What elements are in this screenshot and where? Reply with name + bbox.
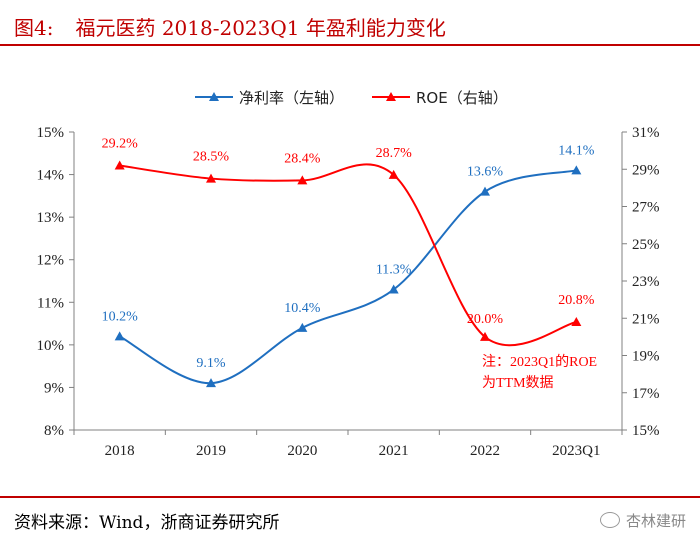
legend-net-margin-marker xyxy=(209,92,219,101)
roe-point xyxy=(114,160,125,170)
net-margin-point xyxy=(388,284,399,294)
x-axis-tick-label: 2019 xyxy=(196,443,226,459)
legend-roe-marker xyxy=(386,92,396,101)
right-axis-tick-label: 23% xyxy=(632,274,660,290)
right-axis-tick-label: 17% xyxy=(632,386,660,402)
right-axis-tick-label: 25% xyxy=(632,237,660,253)
x-axis-tick-label: 2018 xyxy=(105,443,135,459)
source-divider xyxy=(0,496,700,498)
net-margin-data-label: 14.1% xyxy=(558,143,595,158)
brand-name: 杏林建研 xyxy=(625,512,686,530)
x-axis-tick-label: 2023Q1 xyxy=(552,443,600,459)
left-axis-tick-label: 8% xyxy=(44,423,64,439)
title-divider xyxy=(0,44,700,46)
figure-title-text: 福元医药 2018-2023Q1 年盈利能力变化 xyxy=(75,16,446,40)
legend-net-margin-label: 净利率（左轴） xyxy=(239,89,344,107)
right-axis-tick-label: 15% xyxy=(632,423,660,439)
left-axis-tick-label: 9% xyxy=(44,380,64,396)
left-axis-tick-label: 14% xyxy=(37,168,65,184)
roe-point xyxy=(571,316,582,326)
legend-roe-label: ROE（右轴） xyxy=(416,89,508,107)
roe-point xyxy=(297,175,308,185)
x-axis-tick-label: 2022 xyxy=(470,443,500,459)
right-axis-tick-label: 19% xyxy=(632,349,660,365)
brand-watermark: 杏林建研 xyxy=(599,510,686,531)
left-axis-tick-label: 11% xyxy=(37,295,64,311)
figure-label: 图4: xyxy=(14,16,54,40)
roe-data-label: 28.7% xyxy=(376,146,413,161)
net-margin-data-label: 13.6% xyxy=(467,165,504,180)
net-margin-data-label: 10.4% xyxy=(284,301,321,316)
net-margin-point xyxy=(114,331,125,341)
left-axis-tick-label: 12% xyxy=(37,253,65,269)
figure-title: 图4: 福元医药 2018-2023Q1 年盈利能力变化 xyxy=(14,12,446,41)
net-margin-series-line xyxy=(119,169,577,385)
roe-data-label: 28.5% xyxy=(193,150,230,165)
roe-ttm-note-line: 为TTM数据 xyxy=(482,375,554,391)
net-margin-point xyxy=(571,165,582,175)
net-margin-data-label: 10.2% xyxy=(102,309,139,324)
right-axis-tick-label: 27% xyxy=(632,200,660,216)
roe-data-label: 20.0% xyxy=(467,312,504,327)
wechat-icon xyxy=(599,512,620,528)
left-axis-tick-label: 13% xyxy=(37,210,65,226)
net-margin-point xyxy=(480,186,490,196)
right-axis-tick-label: 21% xyxy=(632,311,660,327)
roe-point xyxy=(206,173,216,183)
right-axis-tick-label: 29% xyxy=(632,162,660,178)
roe-ttm-note-line: 注：2023Q1的ROE xyxy=(482,354,597,370)
right-axis-tick-label: 31% xyxy=(632,125,660,141)
roe-point xyxy=(480,331,490,341)
roe-series-line xyxy=(119,163,577,347)
net-margin-data-label: 11.3% xyxy=(376,263,412,278)
left-axis-tick-label: 15% xyxy=(37,125,65,141)
net-margin-point xyxy=(206,378,216,388)
roe-point xyxy=(388,169,399,179)
roe-data-label: 20.8% xyxy=(558,293,595,308)
left-axis-tick-label: 10% xyxy=(37,338,65,354)
source-note: 资料来源：Wind，浙商证券研究所 xyxy=(14,513,280,533)
net-margin-point xyxy=(297,322,308,332)
x-axis-tick-label: 2020 xyxy=(287,443,317,459)
net-margin-data-label: 9.1% xyxy=(196,356,226,371)
x-axis-tick-label: 2021 xyxy=(379,443,409,459)
roe-data-label: 28.4% xyxy=(284,151,321,166)
roe-data-label: 29.2% xyxy=(102,137,139,152)
